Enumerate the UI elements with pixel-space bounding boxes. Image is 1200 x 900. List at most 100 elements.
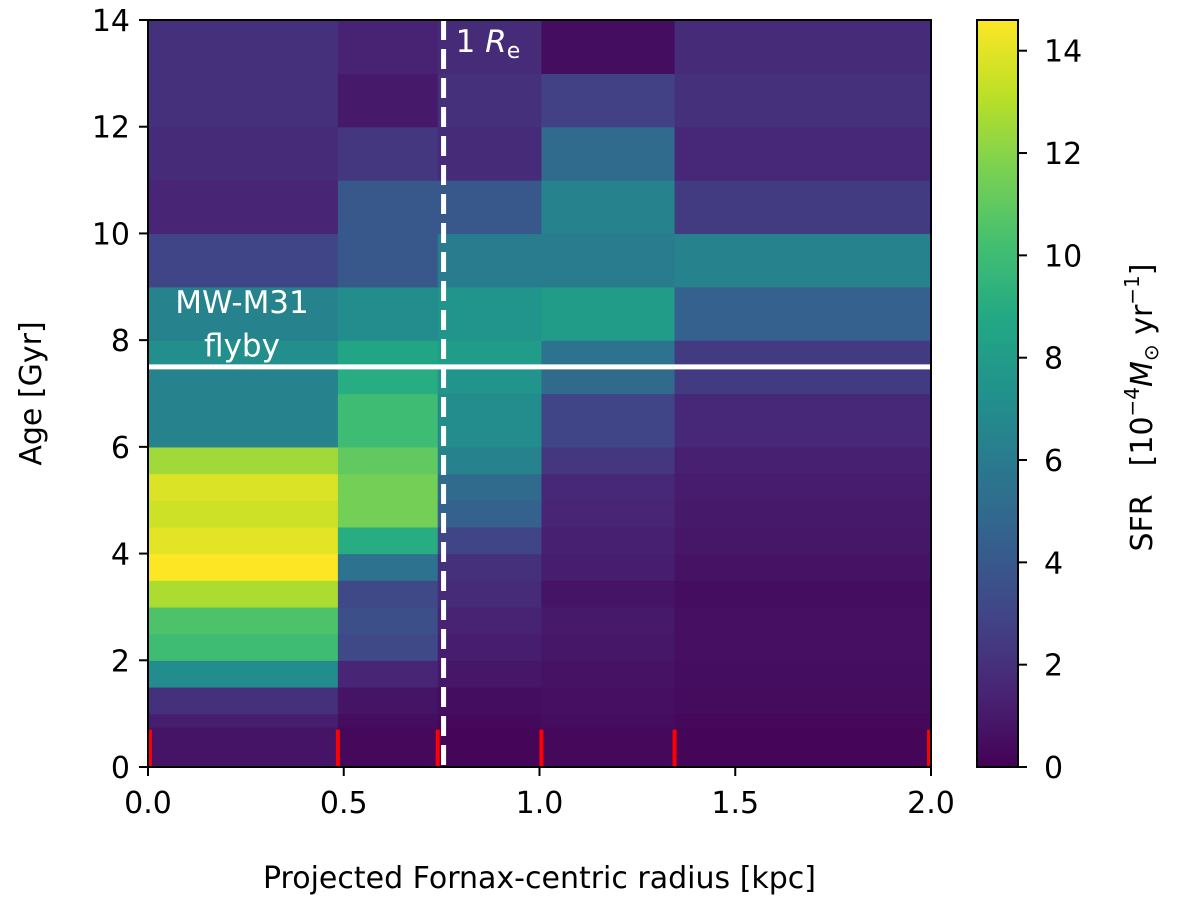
heatmap-cell (337, 340, 439, 368)
y-tick-label: 0 (111, 751, 130, 786)
flyby-label-line2: flyby (204, 328, 280, 364)
heatmap-cell (337, 580, 439, 608)
heatmap-cell (541, 606, 676, 635)
heatmap-cell (337, 660, 439, 688)
heatmap-cell (437, 473, 543, 501)
colorbar-units-exp2: −1 (1120, 275, 1144, 304)
heatmap-cell (148, 473, 339, 501)
heatmap-cell (437, 526, 543, 555)
heatmap-cell (541, 73, 676, 128)
heatmap-cell (148, 233, 339, 288)
heatmap-cell (674, 126, 932, 181)
re-label: 1 Re (456, 24, 521, 64)
x-tick-label: 0.0 (124, 786, 172, 821)
heatmap-cell (674, 20, 932, 74)
colorbar-tick-label: 4 (1044, 546, 1063, 581)
heatmap-cell (337, 753, 439, 768)
heatmap-cell (437, 500, 543, 528)
heatmap-cell (148, 446, 339, 475)
heatmap-cell (541, 233, 676, 288)
heatmap-cell (674, 726, 932, 741)
y-tick-label: 4 (111, 538, 130, 573)
heatmap-cell (541, 126, 676, 181)
heatmap-cell (437, 73, 543, 128)
heatmap-cell (337, 553, 439, 581)
colorbar-tick-label: 2 (1044, 649, 1063, 684)
colorbar-label: SFR [10−4M⊙ yr−1] (1120, 263, 1163, 551)
heatmap-cell (674, 73, 932, 128)
heatmap-cell (337, 446, 439, 475)
heatmap-cell (541, 500, 676, 528)
heatmap-cell (437, 633, 543, 661)
x-tick-label: 2.0 (907, 786, 955, 821)
heatmap-cell (148, 20, 339, 74)
overlay-lines (147, 20, 932, 767)
y-axis-ticks: 0 2 4 6 8 10 12 14 (92, 4, 148, 786)
heatmap-cell (337, 473, 439, 501)
heatmap-cell (541, 686, 676, 715)
heatmap-cell (337, 393, 439, 448)
heatmap-cell (437, 126, 543, 181)
heatmap-cell (148, 73, 339, 128)
heatmap-cell (337, 126, 439, 181)
heatmap-cell (337, 233, 439, 288)
heatmap-cell (541, 180, 676, 235)
y-tick-label: 6 (111, 431, 130, 466)
heatmap-cell (541, 286, 676, 341)
heatmap-cell (674, 526, 932, 555)
heatmap-cell (541, 393, 676, 448)
heatmap-cell (674, 633, 932, 661)
colorbar-units-msun: M (1125, 361, 1160, 387)
heatmap-cell (437, 660, 543, 688)
heatmap-cell (437, 726, 543, 741)
heatmap-cell (674, 473, 932, 501)
heatmap-cell (148, 366, 339, 395)
heatmap-cell (541, 726, 676, 741)
heatmap-cell (541, 753, 676, 768)
heatmap-cell (541, 713, 676, 728)
heatmap-cell (437, 753, 543, 768)
heatmap-cell (337, 713, 439, 728)
re-label-r: R (485, 24, 507, 60)
colorbar-tick-label: 14 (1044, 35, 1082, 70)
heatmap-cell (541, 366, 676, 395)
heatmap-cell (148, 740, 339, 755)
colorbar-units-exp1: −4 (1120, 387, 1144, 416)
heatmap-cell (674, 660, 932, 688)
heatmap-cell (437, 340, 543, 368)
heatmap-cell (437, 740, 543, 755)
annotations: MW-M31 flyby 1 Re (175, 24, 520, 364)
heatmap-cell (148, 633, 339, 661)
re-label-prefix: 1 (456, 24, 486, 60)
heatmap-cell (541, 340, 676, 368)
heatmap-cell (437, 233, 543, 288)
heatmap-cell (674, 740, 932, 755)
x-tick-label: 1.0 (516, 786, 564, 821)
heatmap-cell (674, 606, 932, 635)
heatmap-cell (541, 740, 676, 755)
heatmap-cell (148, 726, 339, 741)
heatmap-cell (674, 366, 932, 395)
heatmap-cell (674, 553, 932, 581)
x-tick-label: 0.5 (320, 786, 368, 821)
heatmap-cell (337, 20, 439, 74)
heatmap-cell (674, 286, 932, 341)
heatmap-cell (148, 526, 339, 555)
heatmap-cell (674, 686, 932, 715)
heatmap-cell (148, 500, 339, 528)
heatmap-cell (337, 366, 439, 395)
heatmap-cells (148, 20, 932, 768)
y-tick-label: 14 (92, 4, 130, 39)
heatmap-cell (541, 633, 676, 661)
heatmap-cell (437, 366, 543, 395)
heatmap-cell (437, 580, 543, 608)
heatmap-cell (148, 340, 339, 368)
heatmap-cell (437, 180, 543, 235)
colorbar-tick-label: 12 (1044, 137, 1082, 172)
heatmap-cell (541, 553, 676, 581)
heatmap-cell (148, 713, 339, 728)
heatmap-cell (337, 740, 439, 755)
heatmap-cell (148, 660, 339, 688)
flyby-label-line1: MW-M31 (175, 285, 309, 321)
colorbar-tick-label: 10 (1044, 239, 1082, 274)
